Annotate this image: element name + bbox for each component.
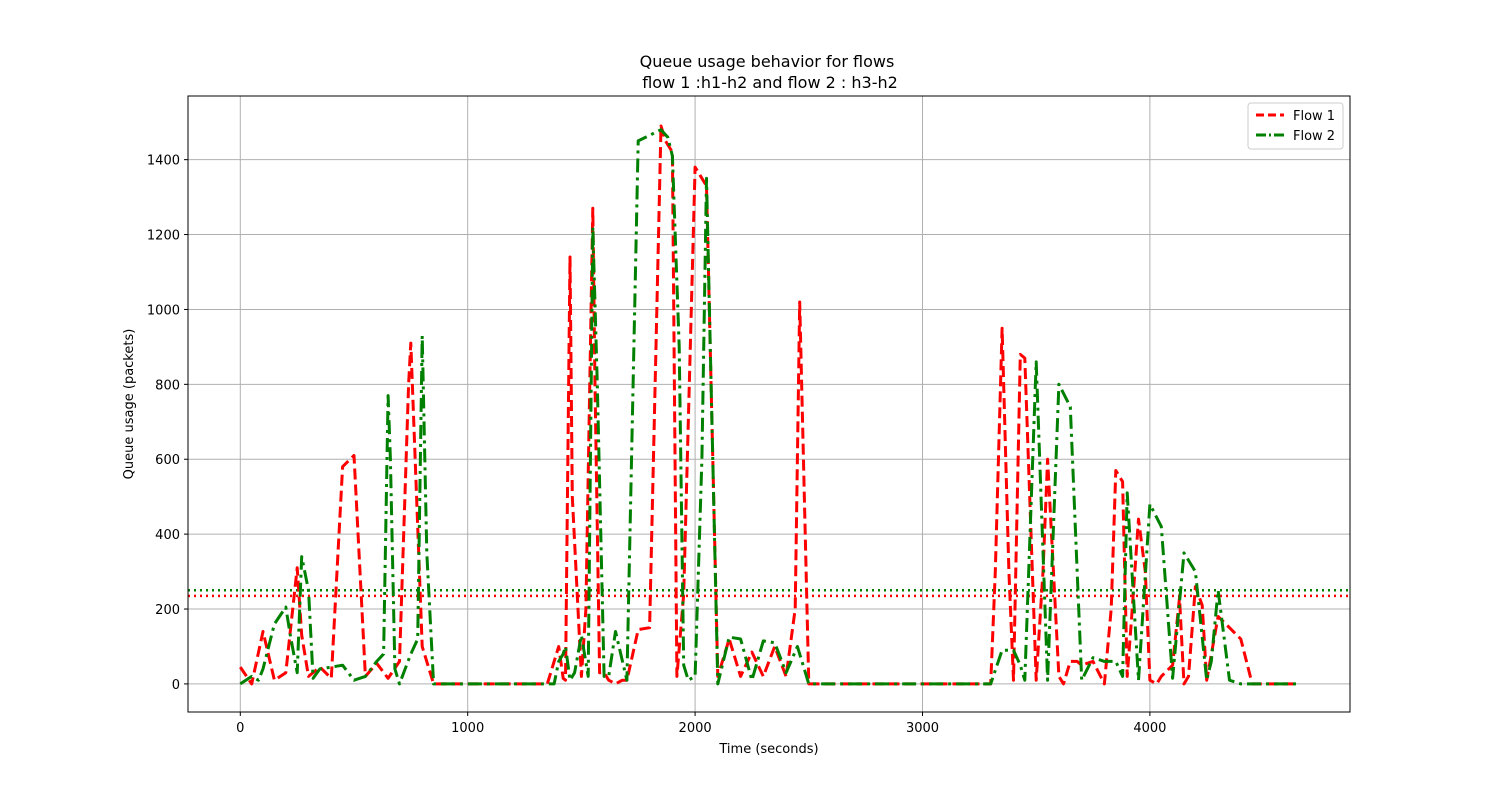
y-tick-label: 200 [155,603,180,618]
y-tick-label: 1200 [147,229,180,244]
mean-lines [188,589,1350,598]
y-tick-label: 800 [155,378,180,393]
x-tick-label: 4000 [1133,721,1166,736]
chart-title: Queue usage behavior for flows [640,52,895,71]
legend-label-flow-2: Flow 2 [1293,129,1335,144]
series-lines [239,124,1298,686]
y-tick-label: 1000 [147,303,180,318]
chart-subtitle: flow 1 :h1-h2 and flow 2 : h3-h2 [642,73,898,92]
y-tick-label: 600 [155,453,180,468]
y-tick-label: 1400 [147,154,180,169]
series-line-flow-2 [239,128,1298,686]
plot-frame [187,95,1351,713]
x-tick-label: 2000 [679,721,712,736]
x-tick-label: 0 [236,721,244,736]
legend-label-flow-1: Flow 1 [1293,109,1335,124]
x-tick-label: 1000 [451,721,484,736]
y-axis-label: Queue usage (packets) [122,329,137,480]
x-axis-label: Time (seconds) [718,742,818,757]
legend: Flow 1 Flow 2 [1247,102,1344,150]
axis-ticks: 0 1000 2000 3000 4000 0 200 400 600 800 1000 1200 14… [147,154,1167,736]
x-tick-label: 3000 [906,721,939,736]
y-tick-label: 400 [155,528,180,543]
y-tick-label: 0 [172,678,180,693]
